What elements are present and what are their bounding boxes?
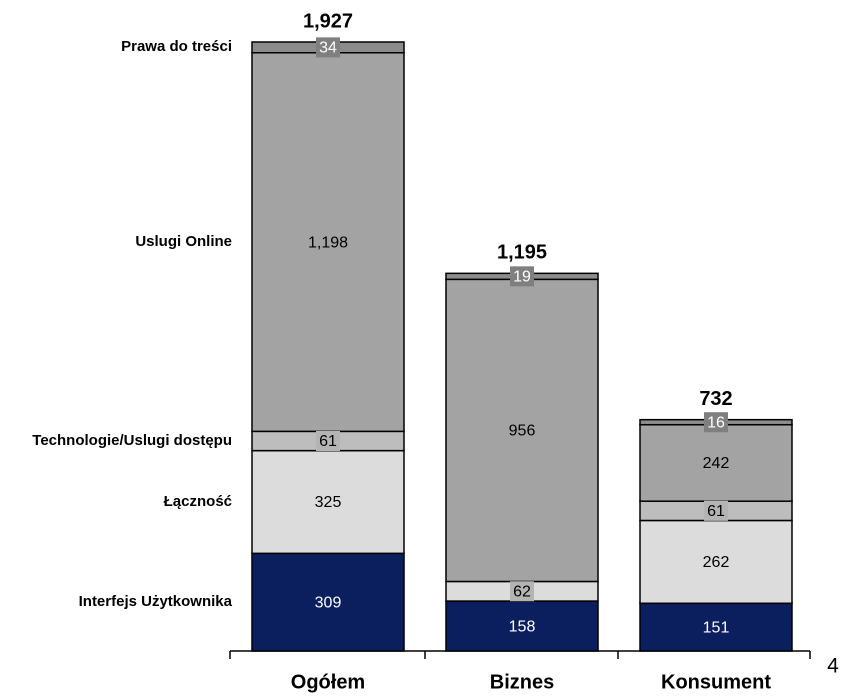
label-box <box>510 266 534 287</box>
series-label: Prawa do treści <box>121 38 232 56</box>
bar-segment <box>251 552 405 652</box>
data-label: 1,198 <box>308 234 348 251</box>
data-label: 309 <box>315 594 342 611</box>
series-label: Uslugi Online <box>135 233 232 251</box>
x-tick-label: Konsument <box>661 671 771 693</box>
bar-segment <box>639 519 793 605</box>
label-box <box>704 412 728 433</box>
total-label: 1,195 <box>497 242 547 264</box>
total-label: 732 <box>699 388 732 410</box>
x-tick-label: Biznes <box>490 671 554 693</box>
bar-segment <box>251 51 405 433</box>
data-label: 325 <box>315 494 342 511</box>
label-box <box>510 581 534 602</box>
data-label: 19 <box>513 269 531 286</box>
data-label: 158 <box>509 618 536 635</box>
label-box <box>704 500 728 521</box>
bar-segment <box>639 602 793 652</box>
label-box <box>316 37 340 58</box>
series-label: Technologie/Uslugi dostępu <box>32 431 232 449</box>
label-box <box>316 430 340 451</box>
bar-segment <box>251 449 405 555</box>
page-number: 4 <box>827 655 839 678</box>
x-tick-label: Ogółem <box>291 671 365 693</box>
total-label: 1,927 <box>303 10 353 32</box>
series-label: Interfejs Użytkownika <box>78 593 232 611</box>
series-label: Łączność <box>163 492 232 510</box>
data-label: 61 <box>319 433 337 450</box>
data-label: 34 <box>319 40 337 57</box>
data-label: 956 <box>509 423 536 440</box>
data-label: 16 <box>707 414 725 431</box>
data-label: 262 <box>703 554 730 571</box>
data-label: 242 <box>703 455 730 472</box>
bar-segment <box>445 278 599 583</box>
data-label: 62 <box>513 583 531 600</box>
data-label: 61 <box>707 503 725 520</box>
data-label: 151 <box>703 619 730 636</box>
